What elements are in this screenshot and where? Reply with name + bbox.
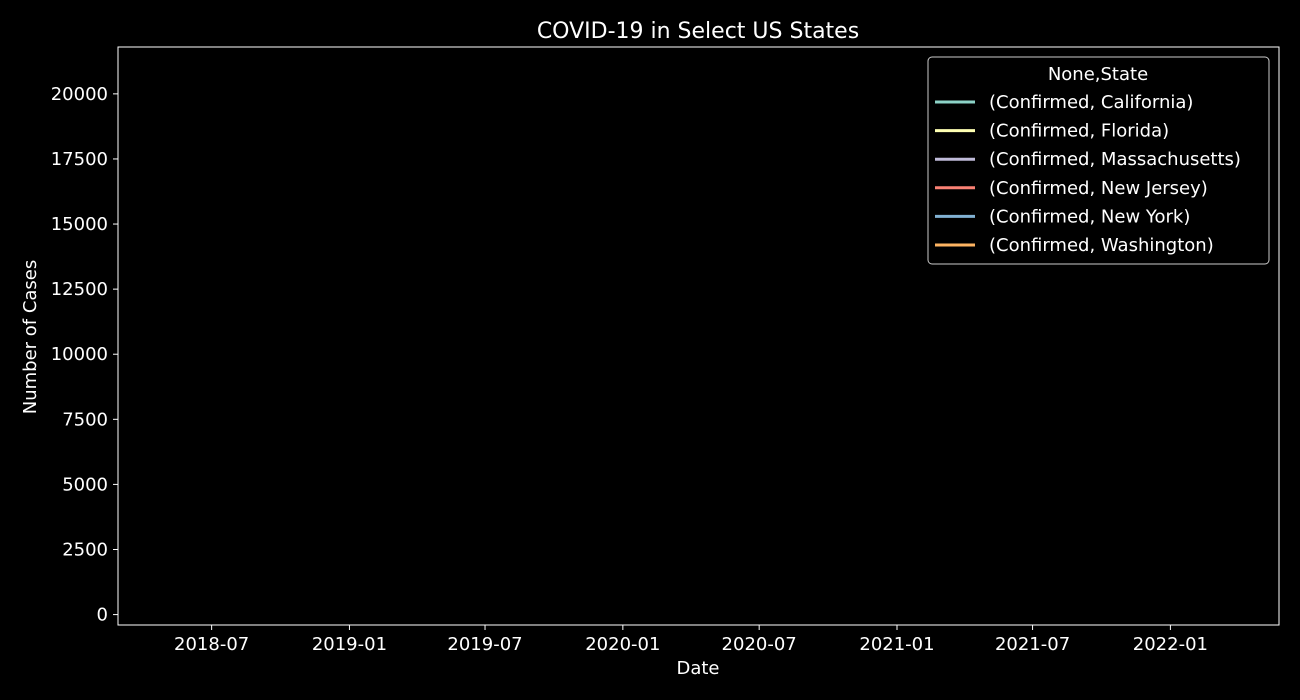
legend-entry-label: (Confirmed, New York) xyxy=(989,206,1190,227)
y-tick-label: 10000 xyxy=(51,344,108,365)
x-tick-label: 2018-07 xyxy=(174,634,249,655)
legend-box xyxy=(927,56,1270,265)
y-tick-label: 2500 xyxy=(62,539,108,560)
legend-entry-label: (Confirmed, California) xyxy=(989,92,1193,113)
legend-entry-label: (Confirmed, Washington) xyxy=(989,235,1214,256)
y-axis-label: Number of Cases xyxy=(20,260,41,415)
x-tick-label: 2019-01 xyxy=(312,634,387,655)
x-tick-label: 2021-01 xyxy=(859,634,934,655)
y-tick-label: 20000 xyxy=(51,84,108,105)
y-tick-label: 0 xyxy=(97,605,108,626)
x-axis: 2018-07 2019-01 2019-07 2020-01 2020-07 2021-… xyxy=(174,625,1208,655)
x-axis-label: Date xyxy=(676,658,719,679)
y-tick-label: 12500 xyxy=(51,279,108,300)
y-tick-label: 5000 xyxy=(62,474,108,495)
y-tick-label: 7500 xyxy=(62,409,108,430)
y-axis: 0 2500 5000 7500 10000 12500 15000 17500 20000 xyxy=(51,84,118,626)
x-tick-label: 2022-01 xyxy=(1133,634,1208,655)
legend-entry-label: (Confirmed, New Jersey) xyxy=(989,178,1208,199)
y-tick-label: 15000 xyxy=(51,214,108,235)
y-tick-label: 17500 xyxy=(51,149,108,170)
chart-title: COVID-19 in Select US States xyxy=(537,19,859,44)
legend-entry-label: (Confirmed, Massachusetts) xyxy=(989,149,1241,170)
legend-entries: (Confirmed, California) (Confirmed, Flori… xyxy=(935,92,1241,256)
legend: None,State (Confirmed, California)(Confi… xyxy=(927,56,1270,265)
x-tick-label: 2021-07 xyxy=(995,634,1070,655)
x-tick-label: 2019-07 xyxy=(447,634,522,655)
legend-entry-label: (Confirmed, Florida) xyxy=(989,121,1169,142)
x-tick-label: 2020-01 xyxy=(585,634,660,655)
x-tick-label: 2020-07 xyxy=(722,634,797,655)
legend-title: None,State xyxy=(1048,64,1148,85)
